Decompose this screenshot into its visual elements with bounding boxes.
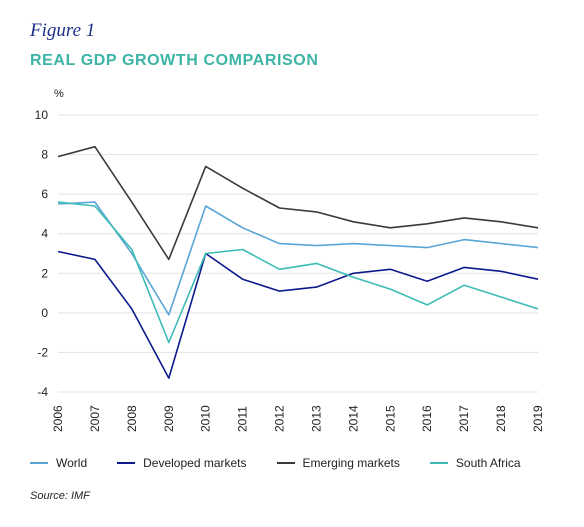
y-tick-label: 4 [41,227,48,241]
source-note: Source: IMF [30,490,90,502]
x-tick-label: 2009 [162,405,176,432]
y-tick-label: 8 [41,148,48,162]
y-tick-label: 2 [41,266,48,280]
legend-swatch [276,462,295,464]
y-tick-label: 0 [41,306,48,320]
legend-swatch [30,462,48,464]
chart-title: REAL GDP GROWTH COMPARISON [30,52,319,69]
x-tick-label: 2016 [420,405,434,432]
x-tick-label: 2013 [309,405,323,432]
x-tick-label: 2011 [236,406,250,432]
x-tick-label: 2008 [125,405,139,432]
x-axis-ticks: 2006 2007 2008 2009 2010 2011 2012 2013 2014 2015… [51,405,545,432]
legend-swatch [429,462,448,464]
series-line-world [57,201,539,316]
y-axis-unit: % [54,88,64,100]
legend: World Developed markets Emerging markets So… [30,456,570,470]
x-tick-label: 2017 [457,405,471,432]
legend-swatch [117,462,136,464]
series-line-south-africa [57,201,539,344]
legend-label: Emerging markets [302,456,400,470]
x-tick-label: 2007 [88,405,102,432]
x-tick-label: 2014 [346,405,360,432]
x-tick-label: 2012 [273,405,287,432]
y-tick-label: 6 [41,187,48,201]
legend-label: World [56,456,88,470]
y-tick-label: -4 [37,385,48,399]
series-line-emerging-markets [57,145,539,261]
legend-label: South Africa [455,456,521,470]
x-tick-label: 2006 [51,405,65,432]
figure-label: Figure 1 [30,20,96,41]
x-tick-label: 2010 [199,405,213,432]
y-axis-ticks: 10 8 6 4 2 0 -2 -4 [35,108,49,399]
x-tick-label: 2015 [383,405,397,432]
legend-item-developed-markets: Developed markets [117,456,247,470]
x-tick-label: 2019 [531,405,545,432]
grid-lines [58,114,538,393]
series-line-developed-markets [57,250,539,379]
legend-item-emerging-markets: Emerging markets [276,456,400,470]
legend-item-south-africa: South Africa [429,456,521,470]
x-tick-label: 2018 [494,405,508,432]
y-tick-label: 10 [35,108,49,122]
series-lines [57,145,539,379]
legend-item-world: World [30,456,87,470]
legend-label: Developed markets [143,456,247,470]
y-tick-label: -2 [37,345,48,359]
